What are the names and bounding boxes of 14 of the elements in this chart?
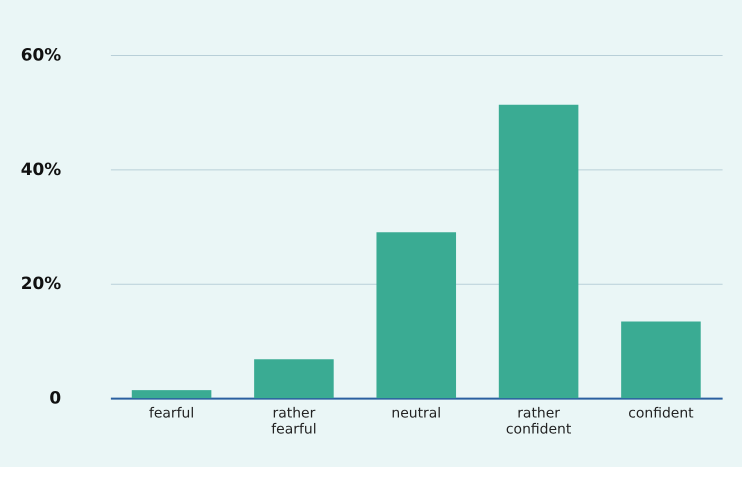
x-tick-label: neutral <box>391 406 442 422</box>
y-tick-label: 20% <box>20 273 62 294</box>
x-tick-label: fearful <box>148 406 194 422</box>
x-tick-label: confident <box>628 406 694 422</box>
bar <box>498 104 578 398</box>
bar <box>621 321 701 398</box>
y-tick-label: 40% <box>20 158 62 179</box>
bar <box>254 359 334 398</box>
bar <box>132 390 212 398</box>
y-tick-label: 0 <box>49 388 62 408</box>
y-tick-label: 60% <box>20 44 62 64</box>
x-tick-label: rather confident <box>506 406 572 438</box>
bar <box>376 232 456 398</box>
x-tick-label: rather fearful <box>271 406 317 438</box>
